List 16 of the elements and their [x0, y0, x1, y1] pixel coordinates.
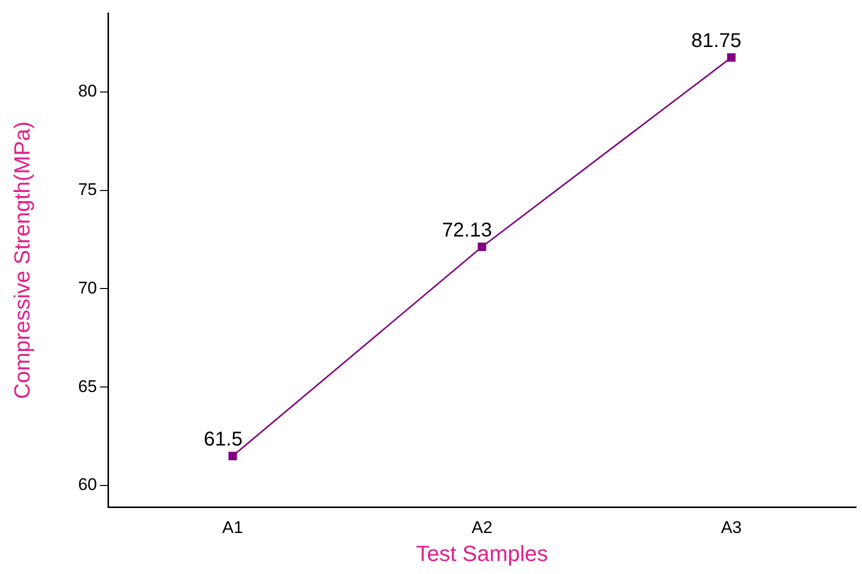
x-tick-label: A3 [720, 518, 742, 538]
point [727, 53, 736, 62]
y-tick-label: 80 [78, 82, 97, 101]
x-axis-title: Test Samples [416, 540, 548, 566]
point [228, 452, 237, 460]
data-label: 81.75 [691, 30, 742, 52]
y-tick-label: 65 [78, 376, 97, 396]
data-label: 72.13 [442, 219, 492, 242]
y-tick-label: 70 [78, 278, 97, 298]
x-tick-label: A1 [222, 518, 244, 538]
data-label: 61.5 [204, 428, 243, 451]
x-tick-label: A2 [472, 518, 492, 538]
y-tick-label: 75 [78, 180, 97, 200]
y-axis-title: Compressive Strength(MPa) [9, 121, 34, 399]
point [478, 242, 486, 252]
y-tick-label: 60 [78, 475, 97, 494]
